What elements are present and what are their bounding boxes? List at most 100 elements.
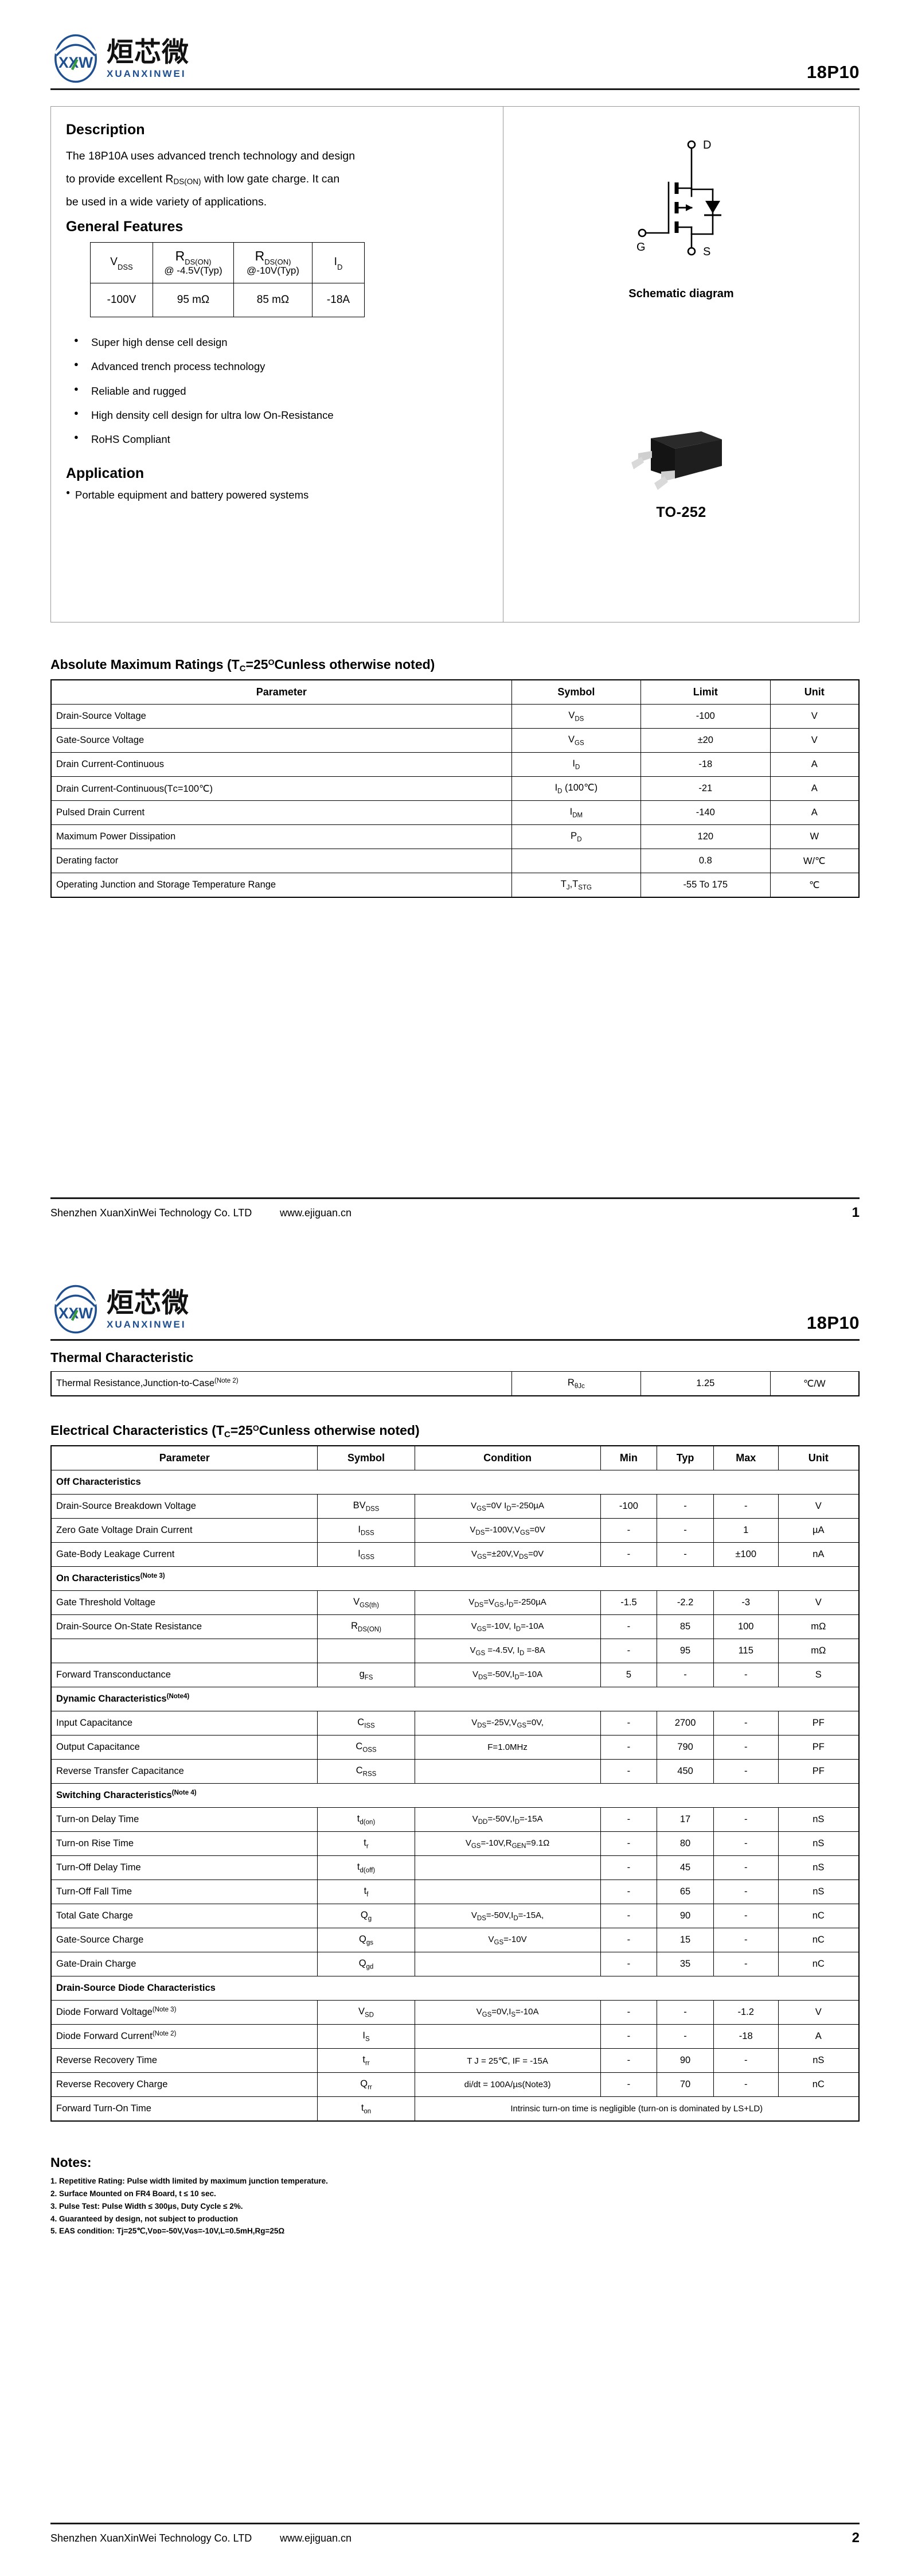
cell-min: - — [600, 1855, 658, 1880]
footer-company: Shenzhen XuanXinWei Technology Co. LTD — [50, 2532, 252, 2544]
cell-parameter: Gate-Source Voltage — [50, 728, 512, 753]
company-logo: XXW 烜芯微 XUANXINWEI — [50, 33, 189, 84]
table-row: Gate-Source Voltage VGS ±20 V — [50, 728, 860, 753]
rdson10-main: R — [255, 248, 265, 263]
cell-typ: - — [657, 1518, 714, 1543]
table-header-row: Parameter Symbol Condition Min Typ Max U… — [50, 1445, 860, 1470]
cell-parameter: Reverse Transfer Capacitance — [50, 1759, 318, 1784]
cell-symbol: IDSS — [317, 1518, 415, 1543]
cell-parameter: Drain-Source On-State Resistance — [50, 1614, 318, 1639]
absolute-maximum-ratings-table: Parameter Symbol Limit Unit Drain-Source… — [50, 679, 860, 898]
cell-condition: T J = 25℃, IF = -15A — [414, 2048, 601, 2073]
table-row: Turn-Off Delay Time td(off) -45- nS — [50, 1855, 860, 1880]
rdson45-main: R — [175, 248, 185, 263]
sym-tail: (100℃) — [562, 783, 598, 793]
cell-unit: nS — [778, 1855, 860, 1880]
cell-typ: 80 — [657, 1831, 714, 1856]
cell-min: - — [600, 1928, 658, 1952]
cell-limit: -55 To 175 — [640, 873, 771, 898]
cell-max: - — [713, 1807, 779, 1832]
cell-min: - — [600, 1904, 658, 1928]
description-line-2-pre: to provide excellent R — [66, 172, 174, 185]
cell-parameter: Derating factor — [50, 849, 512, 873]
cell-unit: mΩ — [778, 1639, 860, 1663]
cell-parameter: Turn-on Delay Time — [50, 1807, 318, 1832]
cell-max: -3 — [713, 1590, 779, 1615]
logo-chinese-name: 烜芯微 — [107, 36, 189, 68]
section-title: Dynamic Characteristics(Note4) — [50, 1687, 860, 1711]
sym-sub: DS — [575, 715, 584, 723]
cell-parameter: Forward Transconductance — [50, 1663, 318, 1687]
section-header-row: Switching Characteristics(Note 4) — [50, 1783, 860, 1808]
cell-typ: 85 — [657, 1614, 714, 1639]
general-features-heading: General Features — [66, 218, 183, 235]
section-title: On Characteristics(Note 3) — [50, 1566, 860, 1591]
abs-title-sub: C — [239, 664, 246, 674]
vdss-main: V — [110, 256, 118, 268]
notes-list: 1. Repetitive Rating: Pulse width limite… — [50, 2175, 860, 2238]
cell-min: - — [600, 2024, 658, 2049]
list-item: 4. Guaranteed by design, not subject to … — [50, 2214, 239, 2223]
cell-symbol: ton — [317, 2096, 415, 2122]
col-limit: Limit — [640, 679, 771, 705]
cell-max: - — [713, 1831, 779, 1856]
cell-symbol: Qrr — [317, 2072, 415, 2097]
header-rdson-10: RDS(ON) @-10V(Typ) — [233, 242, 313, 283]
cell-parameter: Gate-Drain Charge — [50, 1952, 318, 1976]
ec-title-sub: C — [224, 1430, 231, 1439]
sym-sub: D — [577, 836, 582, 843]
table-row: Diode Forward Current(Note 2) IS - - -18 A — [50, 2024, 860, 2049]
cell-max: - — [713, 1880, 779, 1904]
cell-unit: S — [778, 1663, 860, 1687]
footer-company: Shenzhen XuanXinWei Technology Co. LTD — [50, 1207, 252, 1219]
rdson45-sub: DS(ON) — [185, 258, 212, 267]
cell-symbol — [511, 849, 642, 873]
cell-symbol: RθJc — [511, 1371, 642, 1396]
description-line-1: The 18P10A uses advanced trench technolo… — [66, 150, 356, 162]
cell-condition: VGS=±20V,VDS=0V — [414, 1542, 601, 1567]
col-symbol: Symbol — [317, 1445, 415, 1470]
cell-limit: -100 — [640, 704, 771, 729]
cell-condition: Intrinsic turn-on time is negligible (tu… — [414, 2096, 860, 2122]
cell-unit: PF — [778, 1711, 860, 1736]
list-item: 1. Repetitive Rating: Pulse width limite… — [50, 2177, 328, 2185]
features-list: Super high dense cell design Advanced tr… — [66, 336, 488, 446]
sym-sub: DM — [572, 812, 583, 819]
cell-parameter: Turn-Off Fall Time — [50, 1880, 318, 1904]
footer-url[interactable]: www.ejiguan.cn — [280, 2532, 352, 2544]
table-row: Drain-Source On-State Resistance RDS(ON) V… — [50, 1614, 860, 1639]
cell-limit: 120 — [640, 824, 771, 849]
abs-title-mid: =25 — [245, 657, 268, 672]
list-item: 3. Pulse Test: Pulse Width ≤ 300μs, Duty… — [50, 2201, 243, 2211]
table-row: Gate-Drain Charge Qgd -35- nC — [50, 1952, 860, 1976]
cell-parameter: Reverse Recovery Time — [50, 2048, 318, 2073]
part-number: 18P10 — [806, 62, 860, 82]
cell-typ: 450 — [657, 1759, 714, 1784]
list-item: High density cell design for ultra low O… — [66, 409, 488, 421]
cell-parameter: Turn-Off Delay Time — [50, 1855, 318, 1880]
cell-max: - — [713, 1759, 779, 1784]
rdson45-cond: @ -4.5V(Typ) — [164, 265, 222, 277]
cell-parameter: Drain Current-Continuous(Tᴄ=100℃) — [50, 776, 512, 801]
cell-parameter: Diode Forward Current(Note 2) — [50, 2024, 318, 2049]
header-id: ID — [312, 242, 365, 283]
description-line-3: be used in a wide variety of application… — [66, 195, 267, 208]
cell-condition — [414, 1952, 601, 1976]
cell-unit: V — [770, 728, 860, 753]
cell-condition: VDS=VGS,ID=-250µA — [414, 1590, 601, 1615]
pin-label-g: G — [636, 241, 646, 254]
package-caption: TO-252 — [656, 504, 706, 520]
sym-tail2: T — [572, 878, 579, 889]
cell-condition: VDS=-100V,VGS=0V — [414, 1518, 601, 1543]
electrical-characteristics-table: Parameter Symbol Condition Min Typ Max U… — [50, 1445, 860, 2122]
cell-typ: 45 — [657, 1855, 714, 1880]
cell-parameter: Gate Threshold Voltage — [50, 1590, 318, 1615]
section-header-row: Dynamic Characteristics(Note4) — [50, 1687, 860, 1711]
application-heading: Application — [66, 465, 144, 481]
cell-parameter: Drain Current-Continuous — [50, 752, 512, 777]
footer-url[interactable]: www.ejiguan.cn — [280, 1207, 352, 1219]
table-header-row: VDSS RDS(ON) @ -4.5V(Typ) RDS(ON) @-10V(… — [90, 242, 365, 283]
cell-condition: VGS =-4.5V, ID =-8A — [414, 1639, 601, 1663]
cell-symbol: COSS — [317, 1735, 415, 1760]
application-list: Portable equipment and battery powered s… — [66, 488, 488, 501]
